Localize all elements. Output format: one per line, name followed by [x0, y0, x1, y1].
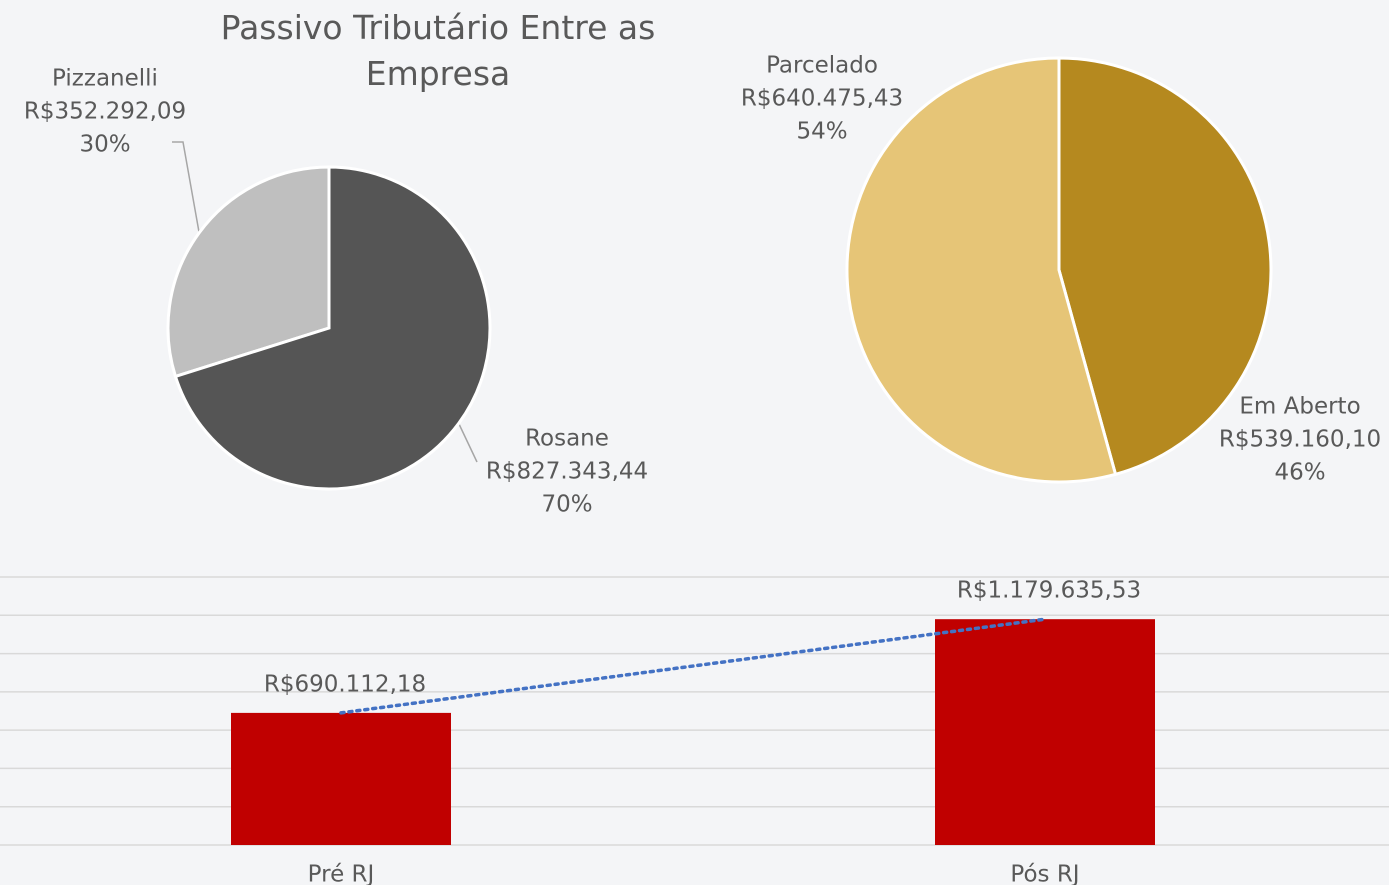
slice-percent-label: 70%: [541, 492, 592, 518]
leader-line: [172, 141, 200, 233]
x-tick-label: Pré RJ: [308, 862, 375, 885]
slice-value-label: R$827.343,44: [486, 459, 648, 485]
slice-value-label: R$640.475,43: [741, 86, 903, 112]
slice-label: Pizzanelli: [52, 66, 158, 92]
pie-slice: [845, 56, 1118, 484]
slice-label: Rosane: [525, 426, 609, 452]
pie-slice: [166, 165, 331, 379]
pie-slice: [1057, 56, 1273, 477]
x-tick-label: Pós RJ: [1010, 862, 1079, 885]
slice-label: Em Aberto: [1239, 394, 1360, 420]
slice-label: Parcelado: [766, 53, 878, 79]
slice-percent-label: 30%: [79, 132, 130, 158]
pie-slice: [173, 165, 492, 491]
chart-title: Passivo Tributário Entre as Empresa: [221, 8, 656, 93]
slice-value-label: R$352.292,09: [24, 99, 186, 125]
bar-value-label: R$1.179.635,53: [957, 578, 1141, 604]
leader-line: [458, 423, 478, 463]
slice-percent-label: 54%: [796, 119, 847, 145]
bar: [935, 619, 1155, 845]
slice-value-label: R$539.160,10: [1219, 427, 1381, 453]
trendline: [339, 617, 1047, 715]
slice-percent-label: 46%: [1274, 460, 1325, 486]
bar-value-label: R$690.112,18: [264, 671, 426, 697]
bar: [231, 712, 451, 845]
